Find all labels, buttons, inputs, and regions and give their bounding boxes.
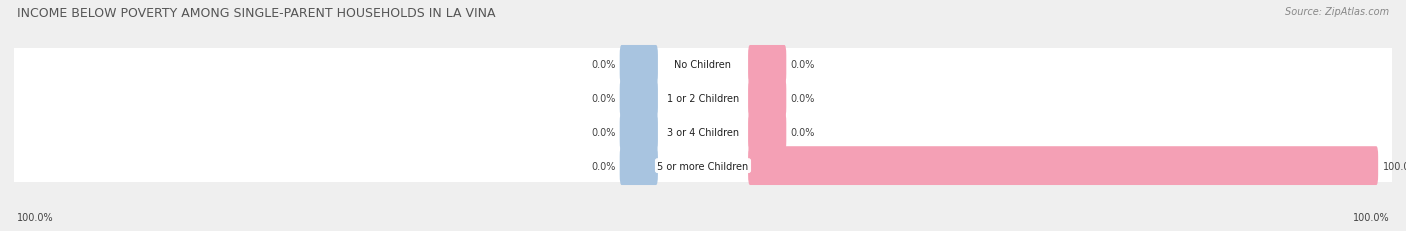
FancyBboxPatch shape <box>620 147 658 185</box>
Text: 100.0%: 100.0% <box>1353 212 1389 222</box>
FancyBboxPatch shape <box>620 113 658 152</box>
Text: 0.0%: 0.0% <box>591 161 616 171</box>
FancyBboxPatch shape <box>748 147 1378 185</box>
Text: 0.0%: 0.0% <box>790 94 815 104</box>
Bar <box>14 116 1392 149</box>
Text: Source: ZipAtlas.com: Source: ZipAtlas.com <box>1285 7 1389 17</box>
Bar <box>14 82 1392 115</box>
Text: 0.0%: 0.0% <box>790 60 815 70</box>
FancyBboxPatch shape <box>748 46 786 84</box>
Text: 0.0%: 0.0% <box>591 127 616 137</box>
Bar <box>14 149 1392 182</box>
Text: 5 or more Children: 5 or more Children <box>658 161 748 171</box>
Text: 0.0%: 0.0% <box>790 127 815 137</box>
FancyBboxPatch shape <box>620 46 658 84</box>
Text: 0.0%: 0.0% <box>591 94 616 104</box>
Text: 1 or 2 Children: 1 or 2 Children <box>666 94 740 104</box>
FancyBboxPatch shape <box>748 79 786 118</box>
Text: No Children: No Children <box>675 60 731 70</box>
Text: 100.0%: 100.0% <box>17 212 53 222</box>
FancyBboxPatch shape <box>620 79 658 118</box>
Text: 0.0%: 0.0% <box>591 60 616 70</box>
Bar <box>14 49 1392 82</box>
Text: 100.0%: 100.0% <box>1382 161 1406 171</box>
FancyBboxPatch shape <box>748 113 786 152</box>
Text: 3 or 4 Children: 3 or 4 Children <box>666 127 740 137</box>
Text: INCOME BELOW POVERTY AMONG SINGLE-PARENT HOUSEHOLDS IN LA VINA: INCOME BELOW POVERTY AMONG SINGLE-PARENT… <box>17 7 495 20</box>
